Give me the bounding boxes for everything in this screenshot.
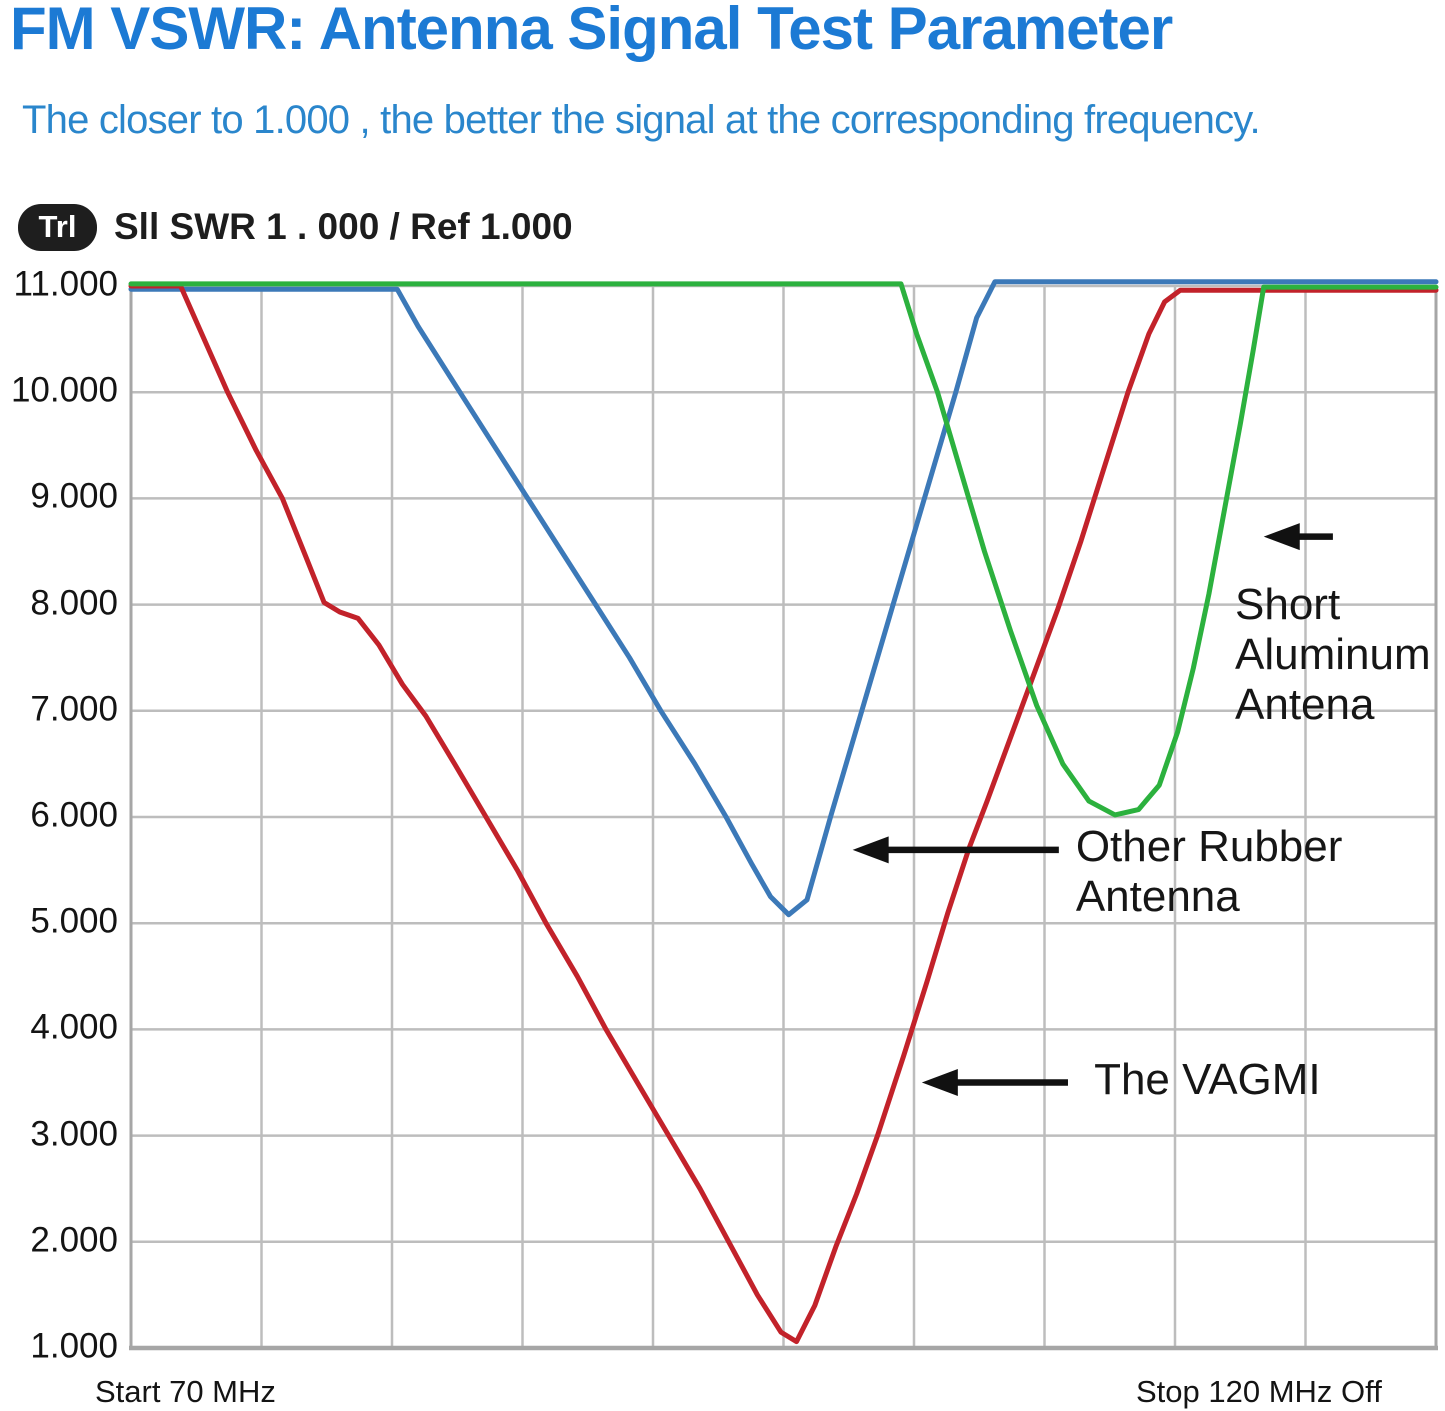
trace-info-label: Sll SWR 1 . 000 / Ref 1.000 xyxy=(114,206,573,247)
series-line-short-aluminum-antena xyxy=(128,281,1439,818)
y-tick-label: 3.000 xyxy=(30,1113,118,1153)
x-axis-stop-label: Stop 120 MHz Off xyxy=(1136,1374,1382,1409)
y-tick-label: 9.000 xyxy=(30,476,118,516)
y-tick-label: 8.000 xyxy=(30,582,118,622)
y-tick-label: 5.000 xyxy=(30,901,118,941)
page-subtitle: The closer to 1.000 , the better the sig… xyxy=(22,98,1261,142)
y-tick-label: 10.000 xyxy=(10,370,118,410)
short-aluminum-antena-arrow xyxy=(1263,523,1333,551)
y-tick-label: 6.000 xyxy=(30,795,118,835)
short-aluminum-antena-label: Short Aluminum Antena xyxy=(1235,579,1431,729)
y-tick-label: 1.000 xyxy=(30,1326,118,1366)
trace-badge: Trl xyxy=(18,203,97,251)
grid-lines xyxy=(129,284,1438,1350)
y-tick-label: 11.000 xyxy=(13,264,118,304)
x-axis-start-label: Start 70 MHz xyxy=(95,1374,276,1409)
other-rubber-antenna-label: Other Rubber Antenna xyxy=(1075,821,1343,921)
y-tick-label: 4.000 xyxy=(30,1007,118,1047)
series-line-the-vagmi xyxy=(128,283,1439,1345)
page-title: FM VSWR: Antenna Signal Test Parameter xyxy=(10,0,1173,62)
trace-header: Trl Sll SWR 1 . 000 / Ref 1.000 xyxy=(18,203,573,251)
plot-border xyxy=(129,286,1438,1351)
the-vagmi-arrow xyxy=(921,1069,1068,1096)
y-tick-label: 7.000 xyxy=(30,689,118,729)
y-tick-label: 2.000 xyxy=(30,1220,118,1260)
other-rubber-antenna-arrow xyxy=(852,836,1059,864)
series-line-other-rubber-antenna xyxy=(128,279,1439,918)
the-vagmi-label: The VAGMI xyxy=(1094,1055,1321,1105)
